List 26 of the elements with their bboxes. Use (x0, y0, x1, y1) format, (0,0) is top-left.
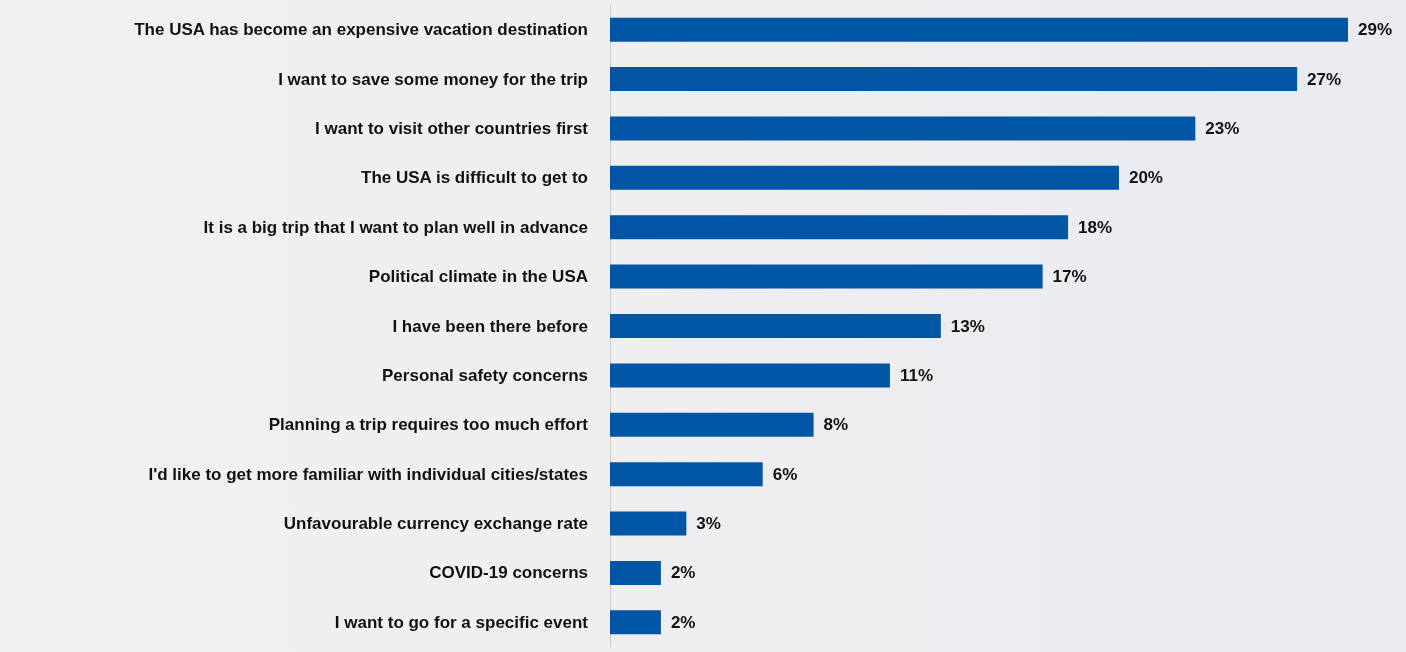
y-tick-label: I have been there before (392, 316, 588, 336)
data-label: 2% (670, 563, 696, 583)
data-label: 13% (950, 316, 985, 336)
data-label: 17% (1052, 267, 1087, 287)
data-label: 6% (772, 464, 798, 484)
data-label: 20% (1128, 168, 1163, 188)
y-tick-label: Planning a trip requires too much effort (268, 415, 589, 435)
y-tick-label: Unfavourable currency exchange rate (283, 514, 588, 534)
data-label: 2% (670, 612, 696, 632)
data-label: 23% (1205, 118, 1240, 138)
y-tick-label: I want to save some money for the trip (278, 69, 588, 89)
data-label: 11% (899, 365, 934, 385)
y-tick-label: Personal safety concerns (382, 365, 588, 385)
y-tick-label: I want to visit other countries first (315, 118, 589, 138)
data-label: 3% (696, 514, 721, 534)
data-label: 27% (1307, 69, 1342, 89)
data-label: 8% (823, 415, 849, 435)
y-tick-label: The USA is difficult to get to (361, 168, 588, 188)
y-tick-label: COVID-19 concerns (429, 563, 588, 583)
y-tick-label: It is a big trip that I want to plan well in advance (203, 217, 588, 237)
y-tick-label: The USA has become an expensive vacation destination (134, 20, 588, 40)
y-tick-label: Political climate in the USA (368, 267, 588, 287)
y-tick-label: I want to go for a specific event (334, 612, 589, 632)
data-label: 18% (1078, 217, 1113, 237)
data-label: 29% (1358, 20, 1393, 40)
y-tick-label: I'd like to get more familiar with individual cities/states (148, 464, 588, 484)
